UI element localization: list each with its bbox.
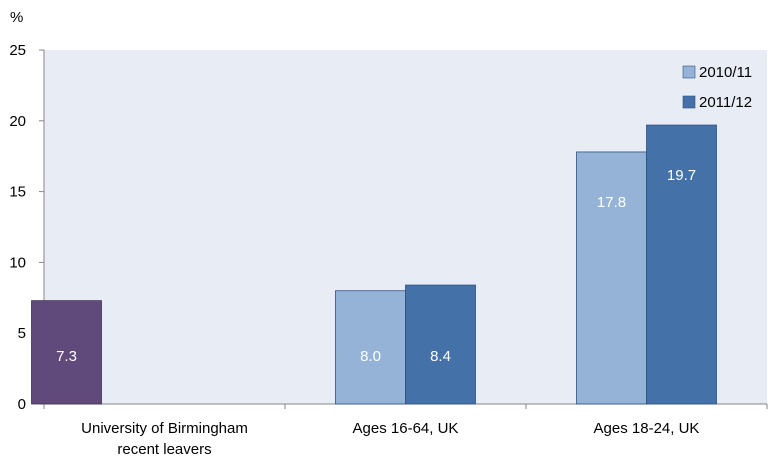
y-tick-label: 25 [9, 42, 26, 59]
bar-2010-11 [335, 290, 406, 405]
x-category-label: Ages 18-24, UK [594, 420, 700, 437]
legend-swatch [682, 65, 696, 79]
x-category-label: University of Birmingham [81, 420, 248, 437]
data-label: 17.8 [597, 194, 626, 211]
data-label: 8.4 [430, 348, 451, 365]
y-tick-label: 15 [9, 184, 26, 201]
y-tick-label: 0 [18, 396, 26, 413]
bar-2011-12 [405, 284, 476, 405]
legend-label: 2010/11 [699, 64, 752, 81]
y-axis-label: % [10, 9, 23, 26]
legend-swatch [682, 95, 696, 109]
x-category-label: Ages 16-64, UK [353, 420, 459, 437]
data-label: 19.7 [667, 167, 696, 184]
labels: 7.3 8.0 17.8 8.4 19.7 [56, 167, 696, 365]
bar-2010-11 [576, 151, 647, 405]
bar-2011-12 [646, 124, 717, 405]
y-tick-label: 10 [9, 254, 26, 271]
y-tick-label: 5 [18, 325, 26, 342]
y-tick-label: 20 [9, 113, 26, 130]
data-label: 7.3 [56, 348, 77, 365]
bars [31, 124, 717, 405]
bar-birmingham [31, 300, 102, 405]
x-category-label: recent leavers [117, 441, 211, 458]
legend-label: 2011/12 [699, 94, 752, 111]
legend: 2010/11 2011/12 [682, 64, 752, 111]
data-label: 8.0 [360, 348, 381, 365]
